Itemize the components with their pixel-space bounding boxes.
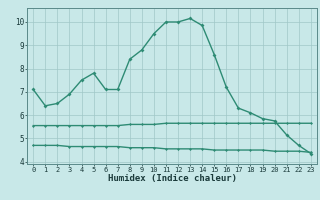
X-axis label: Humidex (Indice chaleur): Humidex (Indice chaleur) <box>108 174 236 183</box>
